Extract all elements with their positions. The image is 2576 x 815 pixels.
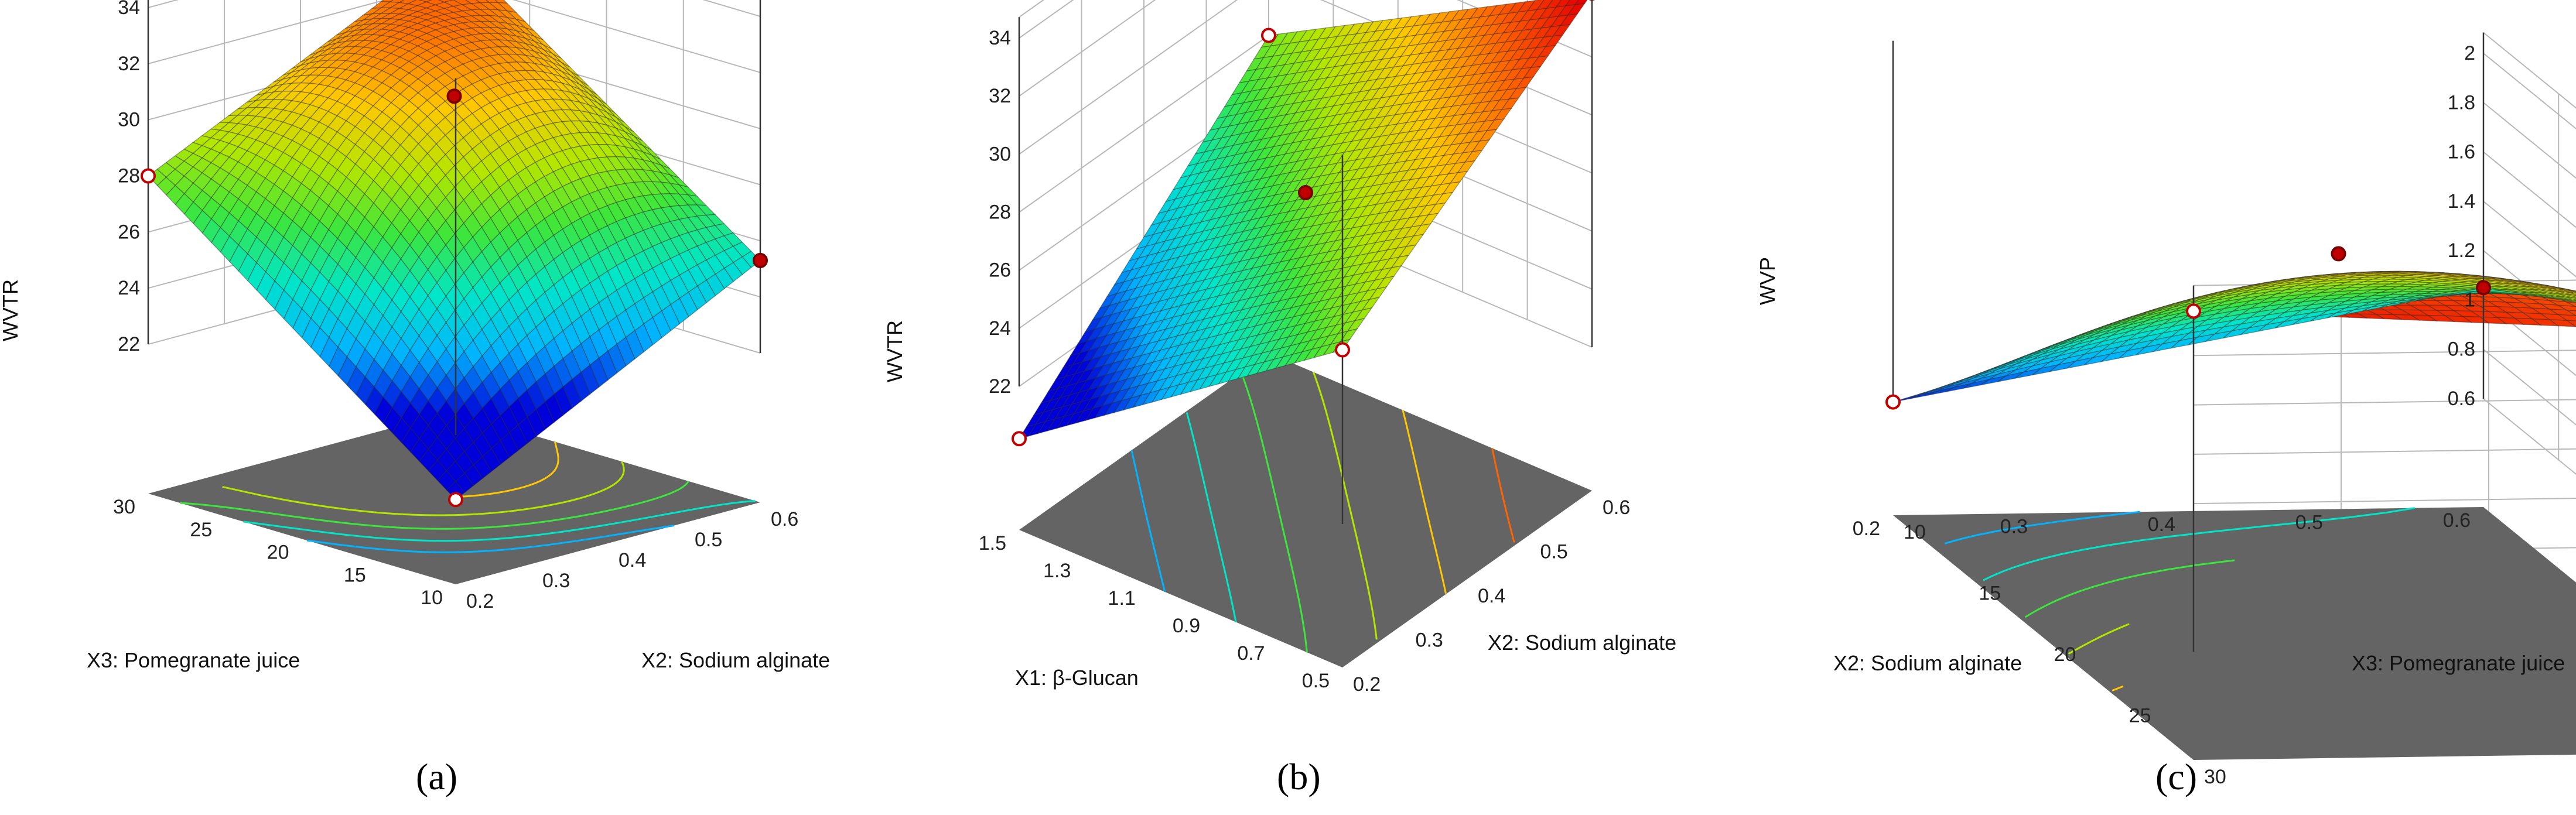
design-point [2331, 246, 2346, 262]
z-axis-label: WVTR [0, 279, 22, 341]
design-point [2186, 303, 2201, 319]
design-point [446, 88, 462, 104]
y-tick-label: 0.9 [1173, 615, 1200, 637]
floor-plane [1019, 353, 1592, 667]
x-tick-label: 0.4 [619, 549, 646, 571]
z-tick-label: 1.8 [2448, 91, 2475, 114]
z-tick-label: 30 [118, 109, 140, 131]
y-axis-label: X2: Sodium alginate [1833, 651, 2022, 675]
z-tick-label: 2 [2464, 42, 2475, 64]
y-tick-label: 0.2 [1853, 518, 1880, 540]
z-tick-label: 1 [2464, 289, 2475, 311]
z-tick-label: 24 [118, 277, 140, 299]
x-tick-label: 20 [2054, 643, 2076, 666]
response-surface [1892, 270, 2576, 403]
panel-label: (a) [416, 756, 457, 797]
y-tick-label: 20 [267, 542, 289, 564]
design-point [1335, 342, 1350, 358]
floor-contours [1130, 371, 1515, 653]
x-tick-label: 0.5 [695, 529, 722, 551]
y-tick-label: 0.3 [2000, 516, 2028, 538]
y-tick-label: 30 [113, 496, 135, 518]
z-tick-label: 32 [989, 85, 1011, 107]
y-tick-label: 1.5 [979, 532, 1006, 554]
design-point [2476, 280, 2491, 296]
floor-plane [1893, 507, 2576, 760]
panel-b: 22 24 26 28 30 32 34 WVTR 0.2 0.3 0.4 0.5 0.6 0.5 0.7 0… [883, 0, 1676, 797]
panel-label: (c) [2155, 756, 2197, 797]
y-tick-label: 25 [190, 519, 212, 541]
design-point [1012, 431, 1027, 447]
z-tick-label: 28 [989, 201, 1011, 224]
x-tick-label: 0.3 [1416, 629, 1443, 652]
x-tick-label: 0.3 [542, 570, 570, 592]
y-axis-label: X1: β-Glucan [1015, 666, 1139, 690]
x-axis-label: X2: Sodium alginate [641, 648, 830, 672]
z-axis-label: WVTR [883, 320, 907, 382]
y-tick-label: 15 [344, 564, 366, 586]
response-surface [1018, 0, 1588, 440]
x-tick-label: 0.5 [1540, 541, 1568, 563]
z-tick-label: 22 [118, 333, 140, 355]
panel-a: 22 24 26 28 30 32 34 WVTR 0.2 0.3 0.4 0.5 0.6 10 15 20 2… [0, 0, 830, 797]
x-tick-label: 0.2 [1353, 673, 1381, 696]
z-tick-label: 0.6 [2448, 388, 2475, 410]
y-tick-label: 0.6 [2443, 509, 2471, 532]
design-point [1298, 185, 1313, 200]
design-point [448, 492, 463, 508]
x-tick-label: 0.6 [1603, 496, 1630, 519]
y-axis-label: X3: Pomegranate juice [87, 648, 300, 672]
response-surface [148, 0, 761, 501]
axis-frame [1892, 32, 2485, 652]
x-tick-label: 10 [1904, 521, 1926, 543]
axis-frame [1018, 0, 1593, 524]
design-point [141, 168, 156, 184]
panel-label: (b) [1277, 756, 1321, 797]
x-tick-label: 15 [1979, 583, 2001, 605]
z-tick-label: 30 [989, 143, 1011, 165]
floor-contours [1944, 507, 2416, 691]
x-tick-label: 30 [2204, 766, 2226, 788]
axis-frame [147, 0, 761, 435]
design-point [1885, 394, 1901, 410]
z-tick-label: 1.4 [2448, 190, 2475, 213]
y-tick-label: 1.1 [1108, 587, 1136, 609]
z-tick-label: 26 [989, 259, 1011, 282]
y-tick-label: 0.7 [1237, 642, 1265, 665]
design-point [1261, 28, 1276, 43]
x-axis-label: X2: Sodium alginate [1488, 631, 1676, 655]
x-tick-label: 0.6 [771, 508, 798, 530]
z-tick-label: 34 [118, 0, 140, 19]
y-tick-label: 1.3 [1043, 560, 1071, 582]
y-tick-label: 0.5 [1302, 670, 1330, 692]
x-axis-label: X3: Pomegranate juice [2352, 651, 2565, 675]
z-tick-label: 26 [118, 221, 140, 243]
panel-c: 0.6 0.8 1 1.2 1.4 1.6 1.8 2 WVP 10 15 20 25 30 0.2 0.3 0… [1755, 32, 2576, 797]
z-tick-label: 22 [989, 375, 1011, 398]
z-tick-label: 1.6 [2448, 141, 2475, 163]
z-tick-label: 1.2 [2448, 239, 2475, 262]
y-tick-label: 10 [421, 587, 443, 609]
x-tick-label: 0.4 [1478, 585, 1505, 607]
floor-contours [180, 421, 756, 553]
y-tick-label: 0.4 [2148, 513, 2175, 536]
z-tick-label: 24 [989, 317, 1011, 340]
x-tick-label: 0.2 [466, 590, 494, 612]
design-point [753, 252, 768, 268]
z-axis-label: WVP [1755, 257, 1779, 305]
z-tick-label: 32 [118, 53, 140, 75]
z-tick-label: 28 [118, 165, 140, 187]
y-tick-label: 0.5 [2295, 512, 2323, 534]
x-tick-label: 25 [2129, 705, 2151, 727]
z-tick-label: 0.8 [2448, 338, 2475, 361]
z-tick-label: 34 [989, 27, 1011, 49]
